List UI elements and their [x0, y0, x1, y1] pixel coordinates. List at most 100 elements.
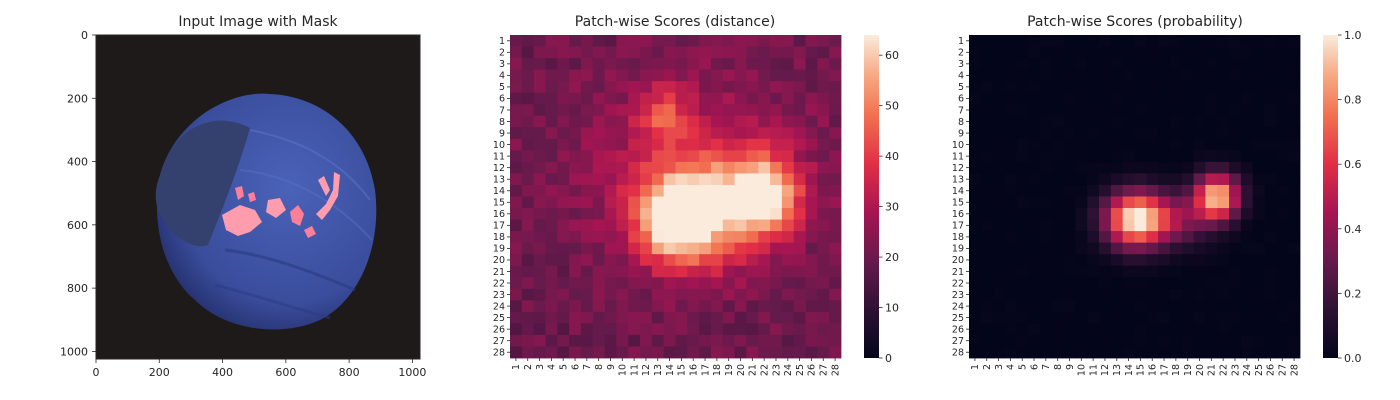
heatmap-cell [969, 346, 982, 359]
heatmap-cell [758, 254, 771, 267]
heatmap-cell [817, 184, 830, 197]
heatmap-cell [533, 150, 546, 163]
col-tick-label: 3 [994, 364, 1005, 370]
probability-col-labels: 1 2 3 4 5 6 7 8 9 10 11 12 13 14 15 16 17 18 19 20 21 22 23 24 2… [970, 358, 1300, 376]
heatmap-cell [521, 334, 535, 347]
heatmap-cell [699, 35, 712, 47]
heatmap-cell [817, 242, 830, 255]
mask-blob [266, 198, 286, 218]
heatmap-cell [1004, 311, 1017, 324]
col-tick-label: 12 [641, 364, 652, 376]
heatmap-cell [1217, 346, 1230, 359]
heatmap-cell [793, 323, 806, 336]
col-tick-label: 2 [982, 364, 993, 370]
heatmap-cell [969, 81, 982, 94]
heatmap-cell [793, 173, 806, 186]
heatmap-cell [758, 184, 771, 197]
heatmap-cell [1004, 184, 1017, 197]
heatmap-cell [734, 196, 747, 209]
heatmap-cell [1028, 150, 1041, 163]
heatmap-cell [1004, 208, 1017, 220]
heatmap-cell [1193, 58, 1206, 71]
heatmap-cell [793, 300, 806, 313]
heatmap-cell [770, 254, 783, 267]
heatmap-cell [521, 265, 535, 278]
heatmap-cell [628, 92, 641, 105]
colorbar-tick-label: 50 [885, 100, 899, 113]
heatmap-cell [1217, 127, 1230, 140]
heatmap-cell [1028, 334, 1041, 347]
heatmap-cell [521, 115, 535, 128]
col-tick-label: 25 [1254, 364, 1265, 376]
row-tick-label: 13 [952, 174, 964, 185]
heatmap-cell [545, 265, 558, 278]
heatmap-cell [1181, 161, 1195, 174]
col-tick-label: 7 [582, 364, 593, 370]
colorbar-tick-label: 60 [885, 49, 899, 62]
heatmap-cell [675, 334, 688, 347]
heatmap-cell [533, 104, 546, 117]
heatmap-cell [1099, 288, 1112, 301]
row-tick-label: 15 [952, 198, 964, 209]
heatmap-cell [1158, 334, 1171, 347]
heatmap-cell [980, 242, 994, 255]
heatmap-cell [1158, 300, 1171, 313]
heatmap-cell [1181, 92, 1195, 105]
heatmap-cell [1146, 58, 1159, 71]
heatmap-cell [1028, 104, 1041, 117]
heatmap-cell [1063, 231, 1076, 244]
heatmap-cell [1146, 311, 1159, 324]
heatmap-cell [980, 115, 994, 128]
heatmap-cell [1229, 323, 1242, 336]
heatmap-cell [1169, 300, 1183, 313]
heatmap-cell [533, 254, 546, 267]
heatmap-cell [510, 219, 523, 232]
heatmap-cell [1075, 242, 1088, 255]
heatmap-cell [1252, 334, 1265, 347]
heatmap-cell [616, 346, 629, 359]
heatmap-cell [805, 219, 818, 232]
col-tick-label: 14 [1124, 364, 1135, 376]
heatmap-cell [1217, 265, 1230, 278]
heatmap-cell [758, 173, 771, 186]
col-tick-label: 27 [819, 364, 830, 376]
row-tick-label: 24 [952, 301, 964, 312]
heatmap-cell [710, 46, 724, 59]
heatmap-cell [793, 150, 806, 163]
heatmap-cell [969, 242, 982, 255]
heatmap-cell [992, 92, 1005, 105]
heatmap-cell [734, 35, 747, 47]
colorbar-tick-label: 0.8 [1344, 94, 1362, 107]
heatmap-cell [1122, 311, 1135, 324]
heatmap-cell [770, 265, 783, 278]
heatmap-cell [1193, 208, 1206, 220]
heatmap-cell [992, 58, 1005, 71]
heatmap-cell [805, 150, 818, 163]
heatmap-cell [521, 288, 535, 301]
heatmap-cell [1087, 265, 1100, 278]
heatmap-cell [1193, 150, 1206, 163]
heatmap-cell [699, 127, 712, 140]
heatmap-cell [557, 311, 570, 324]
heatmap-cell [1181, 58, 1195, 71]
heatmap-cell [580, 161, 594, 174]
heatmap-cell [521, 127, 535, 140]
heatmap-cell [651, 173, 665, 186]
heatmap-cell [533, 46, 546, 59]
heatmap-cell [1028, 161, 1041, 174]
heatmap-cell [969, 311, 982, 324]
heatmap-cell [1158, 265, 1171, 278]
heatmap-cell [1252, 69, 1265, 82]
heatmap-cell [640, 311, 653, 324]
col-tick-label: 15 [677, 364, 688, 376]
heatmap-cell [1252, 288, 1265, 301]
heatmap-cell [533, 35, 546, 47]
heatmap-cell [651, 254, 665, 267]
heatmap-cell [1252, 92, 1265, 105]
heatmap-cell [829, 115, 842, 128]
heatmap-cell [1288, 219, 1301, 232]
heatmap-cell [969, 254, 982, 267]
heatmap-cell [1099, 150, 1112, 163]
heatmap-cell [969, 138, 982, 151]
heatmap-cell [1193, 138, 1206, 151]
